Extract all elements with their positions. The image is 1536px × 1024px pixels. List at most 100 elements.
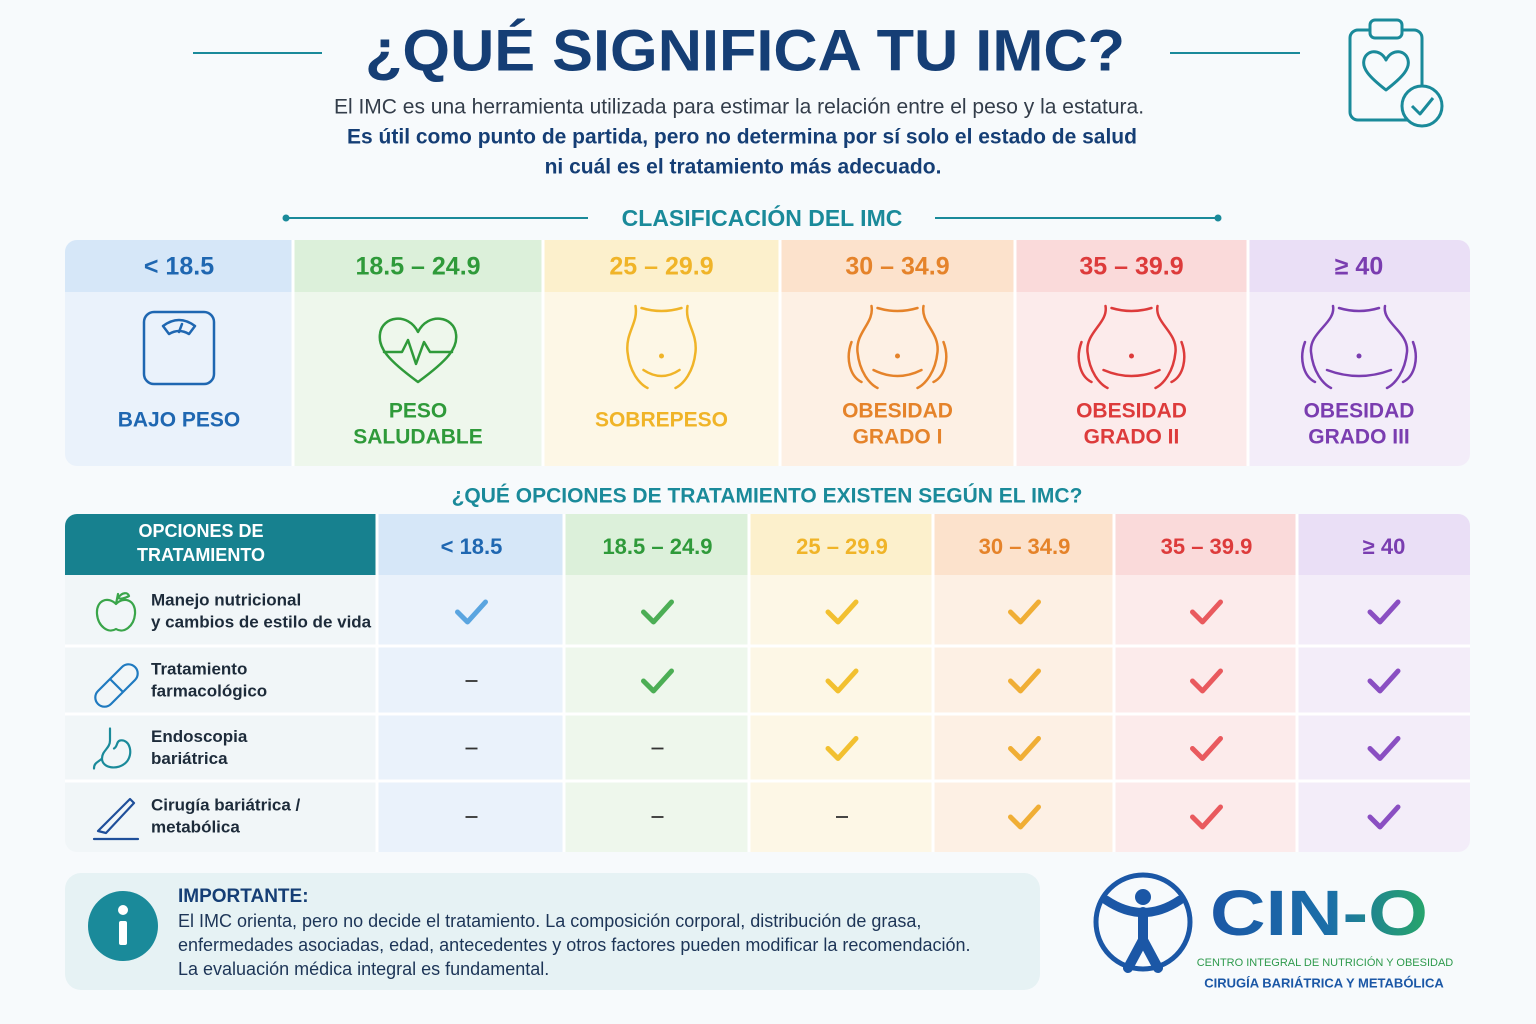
torso-icon bbox=[932, 340, 948, 384]
torso-icon bbox=[1110, 306, 1153, 313]
navel bbox=[1356, 353, 1362, 359]
check bbox=[825, 736, 859, 761]
column-header bbox=[1015, 240, 1248, 292]
title: ¿QUÉ SIGNIFICA TU IMC? bbox=[365, 18, 1125, 83]
category-icon bbox=[1077, 304, 1186, 390]
row-label: Tratamiento bbox=[151, 659, 247, 678]
range-label: 35 – 39.9 bbox=[1161, 534, 1253, 559]
range-label: < 18.5 bbox=[441, 534, 503, 559]
logo-mark bbox=[1093, 872, 1193, 973]
rule-dot bbox=[282, 214, 290, 222]
check bbox=[1367, 736, 1401, 761]
intro: El IMC es una herramienta utilizada para… bbox=[334, 96, 1144, 119]
treatment-table: < 18.5 18.5 – 24.9 25 – 29.9 30 – 34.9 35 – … bbox=[65, 514, 1470, 852]
section-title: ¿QUÉ OPCIONES DE TRATAMIENTO EXISTEN SEG… bbox=[452, 484, 1083, 508]
torso-icon bbox=[674, 304, 697, 390]
torso-icon bbox=[1325, 368, 1393, 378]
check bbox=[1190, 804, 1223, 830]
torso-icon bbox=[876, 306, 919, 313]
row-label: Endoscopia bbox=[151, 727, 248, 746]
torso-icon bbox=[1077, 340, 1093, 384]
check bbox=[825, 599, 859, 625]
category-label: GRADO I bbox=[853, 426, 943, 449]
scale-icon bbox=[161, 318, 197, 336]
column-header bbox=[378, 514, 565, 575]
range-label: ≥ 40 bbox=[1363, 534, 1406, 559]
range-label: 25 – 29.9 bbox=[796, 534, 888, 559]
navel bbox=[659, 353, 664, 359]
logo-name: CIN-O bbox=[1210, 877, 1428, 949]
range-label: 30 – 34.9 bbox=[845, 253, 949, 281]
table-cells bbox=[65, 514, 1470, 852]
row-icon bbox=[92, 797, 140, 841]
navel bbox=[895, 353, 900, 359]
category-label: OBESIDAD bbox=[842, 400, 953, 423]
check bbox=[1008, 599, 1041, 625]
check bbox=[1008, 736, 1041, 761]
torso-icon bbox=[856, 304, 879, 390]
row-label: Manejo nutricional bbox=[151, 590, 301, 609]
category-label: OBESIDAD bbox=[1076, 400, 1187, 423]
check bbox=[1008, 804, 1041, 830]
torso-icon bbox=[642, 368, 681, 378]
notice-title: IMPORTANTE: bbox=[178, 886, 309, 907]
torso-icon bbox=[1309, 304, 1335, 390]
emphasis: Es útil como punto de partida, pero no d… bbox=[347, 126, 1137, 149]
row-icon bbox=[92, 727, 132, 770]
torso-icon bbox=[1154, 304, 1177, 390]
scalpel-icon bbox=[92, 797, 140, 841]
torso-icon bbox=[847, 340, 863, 384]
heart-icon bbox=[378, 317, 458, 384]
row-icon bbox=[95, 592, 137, 632]
check bbox=[455, 599, 488, 625]
torso-icon bbox=[1383, 304, 1409, 390]
range-label: 18.5 – 24.9 bbox=[355, 253, 480, 281]
header-label: TRATAMIENTO bbox=[137, 545, 265, 565]
column-header bbox=[934, 514, 1115, 575]
scale-icon bbox=[177, 322, 184, 334]
check bbox=[1190, 668, 1223, 694]
check bbox=[1190, 736, 1223, 761]
column-header bbox=[1248, 240, 1470, 292]
rule-dot bbox=[1214, 214, 1222, 222]
torso-icon bbox=[872, 368, 923, 378]
notice-line: enfermedades asociadas, edad, antecedent… bbox=[178, 935, 970, 955]
torso-icon bbox=[916, 304, 939, 390]
column-header bbox=[543, 240, 780, 292]
range-label: ≥ 40 bbox=[1335, 253, 1383, 281]
heart-icon bbox=[382, 338, 454, 366]
row-label: Cirugía bariátrica / bbox=[151, 795, 301, 814]
emphasis: ni cuál es el tratamiento más adecuado. bbox=[545, 156, 942, 179]
info-icon-bar bbox=[119, 921, 127, 945]
column-header bbox=[565, 514, 750, 575]
column-header bbox=[293, 240, 543, 292]
column-header bbox=[1115, 514, 1298, 575]
range-label: < 18.5 bbox=[144, 253, 214, 281]
category-label: SALUDABLE bbox=[353, 426, 483, 449]
navel bbox=[1129, 353, 1134, 359]
logo-subtitle: CIRUGÍA BARIÁTRICA Y METABÓLICA bbox=[1204, 975, 1444, 990]
torso-icon bbox=[626, 304, 649, 390]
notice-line: El IMC orienta, pero no decide el tratam… bbox=[178, 911, 921, 931]
range-label: 18.5 – 24.9 bbox=[602, 534, 712, 559]
logo-subtitle: CENTRO INTEGRAL DE NUTRICIÓN Y OBESIDAD bbox=[1197, 956, 1454, 969]
torso-icon bbox=[1086, 304, 1109, 390]
column-header bbox=[1298, 514, 1470, 575]
check bbox=[825, 668, 859, 694]
category-label: GRADO II bbox=[1084, 426, 1180, 449]
header-cell bbox=[65, 514, 376, 575]
category-label: OBESIDAD bbox=[1304, 400, 1415, 423]
column-header bbox=[780, 240, 1015, 292]
check bbox=[641, 599, 674, 625]
torso-icon bbox=[1401, 340, 1417, 384]
category-icon bbox=[142, 310, 216, 386]
notice-box bbox=[65, 873, 1040, 990]
torso-icon bbox=[640, 306, 683, 313]
row-label: y cambios de estilo de vida bbox=[151, 612, 372, 631]
torso-icon bbox=[1170, 340, 1186, 384]
row-label: farmacológico bbox=[151, 681, 267, 700]
category-icon bbox=[1301, 304, 1417, 390]
info-icon-dot bbox=[118, 905, 128, 915]
